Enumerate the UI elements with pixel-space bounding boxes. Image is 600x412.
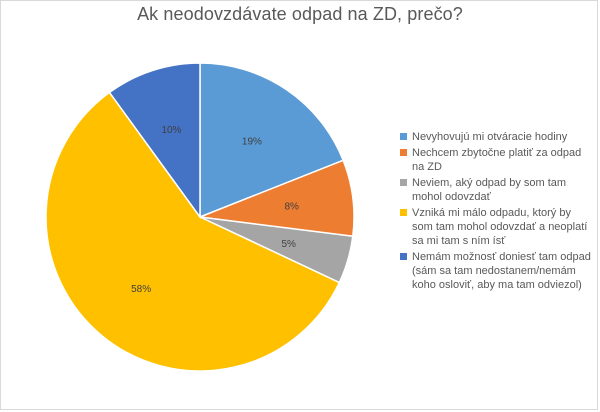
legend-label-3: Neviem, aký odpad by som tam mohol odovz… bbox=[412, 177, 567, 203]
data-label-3: 5% bbox=[282, 239, 297, 250]
legend-item-2: Nechcem zbytočne platiť za odpad na ZD bbox=[400, 146, 592, 174]
legend-label-5: Nemám možnosť doniesť tam odpad (sám sa … bbox=[412, 251, 591, 291]
legend-label-4: Vzniká mi málo odpadu, ktorý by som tam … bbox=[412, 207, 588, 247]
pie-slice-4 bbox=[45, 91, 341, 372]
legend-item-1: Nevyhovujú mi otváracie hodiny bbox=[400, 130, 592, 144]
pie-slice-5 bbox=[108, 62, 201, 220]
pie-slice-1 bbox=[199, 62, 345, 219]
data-label-1: 19% bbox=[242, 137, 262, 148]
legend: Nevyhovujú mi otváracie hodiny Nechcem zb… bbox=[400, 130, 592, 294]
legend-item-3: Neviem, aký odpad by som tam mohol odovz… bbox=[400, 176, 592, 204]
legend-swatch-5 bbox=[400, 253, 407, 260]
data-label-4: 58% bbox=[131, 284, 151, 295]
legend-label-1: Nevyhovujú mi otváracie hodiny bbox=[412, 131, 568, 143]
legend-swatch-4 bbox=[400, 209, 407, 216]
legend-label-2: Nechcem zbytočne platiť za odpad na ZD bbox=[412, 147, 582, 173]
legend-swatch-3 bbox=[400, 179, 407, 186]
legend-swatch-2 bbox=[400, 149, 407, 156]
legend-item-4: Vzniká mi málo odpadu, ktorý by som tam … bbox=[400, 206, 592, 248]
legend-swatch-1 bbox=[400, 133, 407, 140]
data-label-2: 8% bbox=[284, 201, 299, 212]
legend-item-5: Nemám možnosť doniesť tam odpad (sám sa … bbox=[400, 250, 592, 292]
data-label-5: 10% bbox=[161, 125, 181, 136]
chart-title: Ak neodovzdávate odpad na ZD, prečo? bbox=[137, 4, 463, 24]
